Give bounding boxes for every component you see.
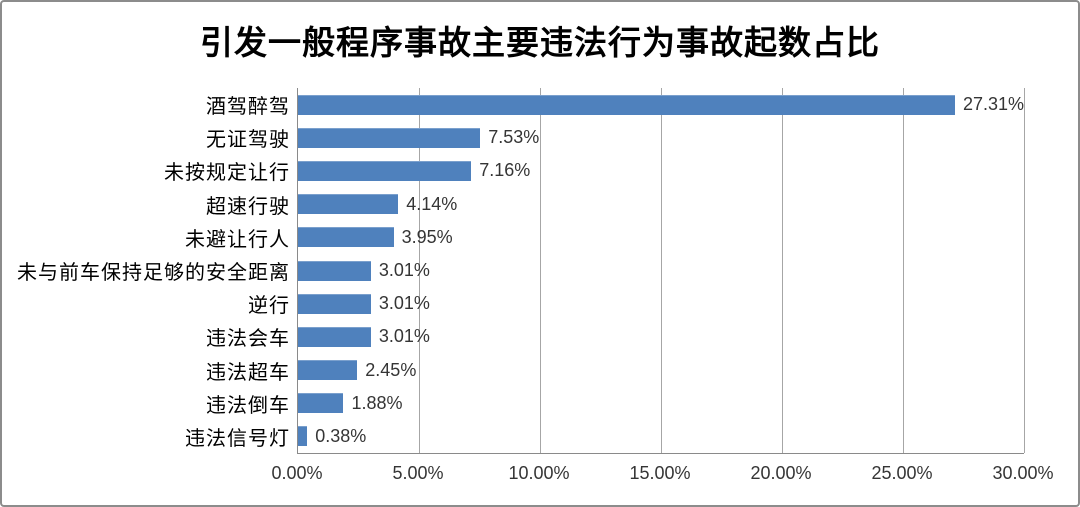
bar (298, 293, 371, 314)
gridline (903, 88, 904, 453)
value-label: 3.01% (378, 326, 430, 347)
category-label: 违法倒车 (206, 394, 290, 417)
value-label: 3.95% (401, 226, 453, 247)
gridline (540, 88, 541, 453)
x-tick-label: 30.00% (992, 463, 1054, 483)
gridline (782, 88, 783, 453)
category-label: 未按规定让行 (164, 162, 290, 185)
category-label: 违法信号灯 (185, 427, 290, 450)
bar (298, 360, 358, 381)
bar-row: 3.95% (298, 221, 1024, 254)
bar-row: 7.53% (298, 121, 1024, 154)
value-label: 7.16% (479, 160, 531, 181)
category-label: 逆行 (248, 295, 290, 318)
bar (298, 160, 472, 181)
bar (298, 194, 399, 215)
category-label: 无证驾驶 (206, 129, 290, 152)
x-axis: 0.00% 5.00% 10.00% 15.00% 20.00% 25.00% 30.00% (271, 459, 1053, 489)
bar-row: 3.01% (298, 320, 1024, 353)
gridline (1024, 88, 1025, 453)
bar-row: 2.45% (298, 354, 1024, 387)
bar-row: 27.31% (298, 88, 1024, 121)
bar (298, 94, 955, 115)
plot-area: 27.31% 7.53% 7.16% 4.14% 3.95% 3.01% 3.01% 3.01… (297, 88, 1025, 454)
category-label: 未避让行人 (185, 228, 290, 251)
bar-row: 7.16% (298, 154, 1024, 187)
gridline (419, 88, 420, 453)
category-label: 超速行驶 (206, 195, 290, 218)
category-axis: 酒驾醉驾无证驾驶未按规定让行超速行驶未避让行人未与前车保持足够的安全距离逆行违法… (10, 88, 290, 453)
bar (298, 127, 481, 148)
bar-row: 3.01% (298, 254, 1024, 287)
value-label: 3.01% (378, 260, 430, 281)
bar-row: 0.38% (298, 420, 1024, 453)
bar-series: 27.31% 7.53% 7.16% 4.14% 3.95% 3.01% 3.01% 3.01… (298, 88, 1024, 453)
category-label: 酒驾醉驾 (206, 96, 290, 119)
bar (298, 426, 308, 447)
value-label: 7.53% (488, 127, 540, 148)
bar (298, 227, 394, 248)
x-tick-label: 10.00% (508, 463, 570, 483)
value-label: 4.14% (406, 193, 458, 214)
category-label: 违法超车 (206, 361, 290, 384)
value-label: 3.01% (378, 293, 430, 314)
gridline (661, 88, 662, 453)
x-tick-label: 0.00% (271, 463, 323, 483)
x-tick-label: 25.00% (871, 463, 933, 483)
x-tick-label: 20.00% (750, 463, 812, 483)
bar (298, 393, 344, 414)
bar-row: 3.01% (298, 287, 1024, 320)
value-label: 2.45% (365, 359, 417, 380)
category-label: 未与前车保持足够的安全距离 (17, 262, 290, 285)
value-label: 27.31% (962, 94, 1024, 115)
value-label: 0.38% (315, 425, 367, 446)
bar (298, 260, 371, 281)
bar (298, 326, 371, 347)
x-tick-label: 5.00% (392, 463, 444, 483)
x-tick-label: 15.00% (629, 463, 691, 483)
bar-row: 4.14% (298, 188, 1024, 221)
category-label: 违法会车 (206, 328, 290, 351)
bar-row: 1.88% (298, 387, 1024, 420)
value-label: 1.88% (351, 392, 403, 413)
chart-title: 引发一般程序事故主要违法行为事故起数占比 (200, 26, 880, 62)
